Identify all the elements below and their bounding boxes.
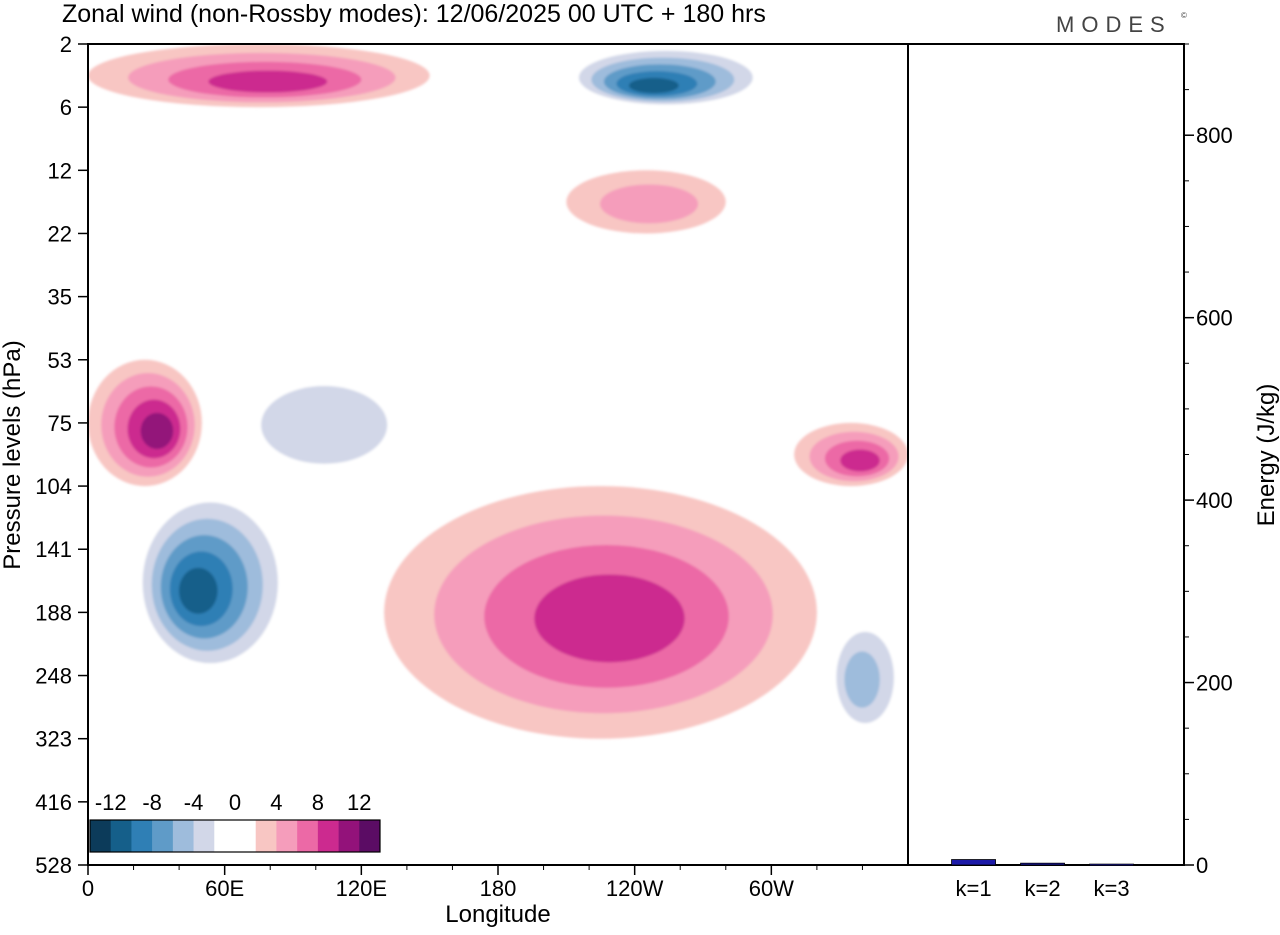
colorbar-swatch [255, 820, 277, 852]
x-tick-label: 0 [82, 876, 94, 901]
colorbar-frame [89, 819, 381, 853]
wind-contour-band [208, 70, 328, 93]
colorbar-tick-label: 8 [312, 790, 324, 815]
y-tick-label: 35 [48, 285, 72, 310]
colorbar-swatch [110, 820, 132, 852]
energy-tick-label: 0 [1196, 853, 1208, 878]
energy-bars: k=1 k=2 k=3 [951, 859, 1134, 901]
wind-anomaly-region [828, 612, 908, 739]
colorbar-tick-label: -8 [142, 790, 162, 815]
map-background [88, 44, 908, 865]
wind-contour-band [844, 651, 880, 708]
colorbar-swatch [90, 820, 112, 852]
wind-anomaly-region [133, 486, 293, 676]
colorbar-swatch [193, 820, 215, 852]
colorbar-swatch [276, 820, 298, 852]
pressure-axis: 2 6 12 22 35 53 75 104 141 188 248 323 416 528 [35, 32, 88, 878]
energy-tick-label: 600 [1196, 306, 1233, 331]
y-tick-label: 416 [35, 790, 72, 815]
y-tick-label: 22 [48, 221, 72, 246]
y-tick-label: 141 [35, 537, 72, 562]
wind-contour-band [178, 567, 218, 614]
modes-logo-mark: © [1181, 11, 1187, 20]
wind-contour-band [599, 184, 699, 224]
energy-tick-label: 400 [1196, 488, 1233, 513]
wind-anomaly-region [88, 44, 430, 108]
y-tick-label: 12 [48, 158, 72, 183]
wind-contour-band [840, 449, 880, 472]
colorbar-tick-label: -12 [95, 790, 127, 815]
energy-tick-label: 800 [1196, 123, 1233, 148]
colorbar-swatch [317, 820, 339, 852]
y-tick-label: 104 [35, 474, 72, 499]
energy-bar [1020, 862, 1065, 866]
energy-bar [951, 859, 996, 866]
colorbar-tick-label: 12 [347, 790, 371, 815]
y-tick-label: 75 [48, 411, 72, 436]
colorbar: -12 -8 -4 0 4 8 12 [89, 790, 381, 853]
bar-category-label: k=1 [956, 876, 992, 901]
wind-contour-band [534, 574, 685, 663]
wind-anomaly-region [566, 44, 772, 108]
x-tick-label: 120W [606, 876, 664, 901]
wind-anomaly-region [88, 359, 202, 487]
energy-panel-frame [907, 43, 1185, 866]
wind-contour-band [261, 386, 388, 464]
x-tick-label: 180 [480, 876, 517, 901]
y-axis-label: Pressure levels (hPa) [0, 340, 26, 569]
bar-category-label: k=2 [1025, 876, 1061, 901]
colorbar-tick-label: 4 [270, 790, 282, 815]
energy-axis: 0 200 400 600 800 [1184, 43, 1233, 878]
colorbar-swatch [131, 820, 153, 852]
x-tick-label: 60E [205, 876, 244, 901]
colorbar-tick-label: 0 [229, 790, 241, 815]
colorbar-tick-label: -4 [184, 790, 204, 815]
x-tick-label: 120E [336, 876, 387, 901]
colorbar-swatch [297, 820, 319, 852]
y-tick-label: 188 [35, 600, 72, 625]
colorbar-swatch [338, 820, 360, 852]
y-tick-label: 323 [35, 727, 72, 752]
colorbar-swatch [152, 820, 174, 852]
y-tick-label: 2 [60, 32, 72, 57]
colorbar-swatch [235, 820, 257, 852]
x-axis-label: Longitude [445, 901, 550, 928]
wind-anomaly-region [566, 170, 726, 234]
modes-logo-text: MODES [1056, 12, 1172, 37]
energy-bar [1089, 863, 1134, 866]
y-tick-label: 53 [48, 348, 72, 373]
wind-field-heatmap [88, 44, 908, 865]
bar-category-label: k=3 [1094, 876, 1130, 901]
modes-logo: MODES © [1056, 11, 1187, 37]
energy-axis-label: Energy (J/kg) [1253, 384, 1280, 527]
wind-anomaly-region [384, 486, 817, 739]
wind-anomaly-region [224, 359, 430, 487]
x-tick-label: 60W [749, 876, 794, 901]
y-tick-label: 248 [35, 664, 72, 689]
chart-title: Zonal wind (non-Rossby modes): 12/06/202… [62, 0, 766, 28]
y-tick-label: 6 [60, 95, 72, 120]
colorbar-swatch [172, 820, 194, 852]
colorbar-swatch [359, 820, 381, 852]
y-tick-label: 528 [35, 853, 72, 878]
longitude-axis: 0 60E 120E 180 120W 60W [82, 865, 863, 901]
energy-tick-label: 200 [1196, 671, 1233, 696]
colorbar-swatch [214, 820, 236, 852]
wind-contour-band [628, 77, 679, 94]
wind-anomaly-region [794, 422, 908, 487]
wind-contour-band [140, 412, 174, 449]
